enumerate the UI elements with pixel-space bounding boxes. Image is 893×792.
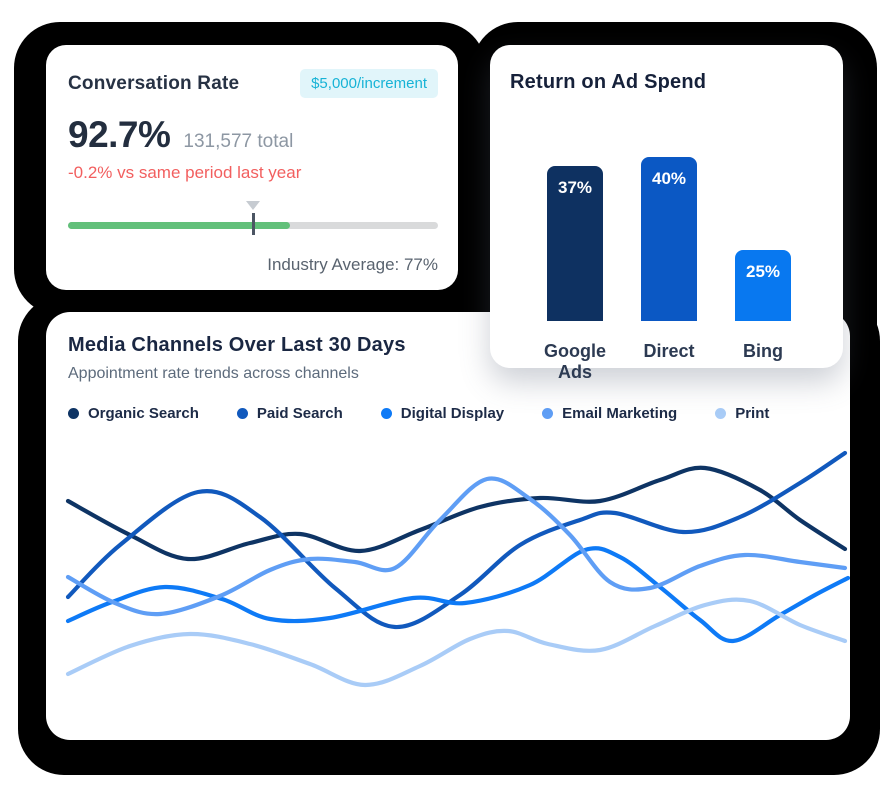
legend-label: Email Marketing <box>562 405 678 422</box>
legend-item-digital-display[interactable]: Digital Display <box>380 405 505 422</box>
line-series-organic-search <box>65 465 848 562</box>
delta-vs-last-year: -0.2% vs same period last year <box>68 163 302 182</box>
line-chart <box>65 450 850 688</box>
conversion-rate-value: 92.7% <box>68 114 171 155</box>
media-card-subtitle: Appointment rate trends across channels <box>68 365 359 382</box>
media-card-title: Media Channels Over Last 30 Days <box>68 334 406 356</box>
conversion-total: 131,577 total <box>183 131 294 152</box>
industry-average-label: Industry Average: 77% <box>267 255 438 274</box>
roas-bar-label: Google Ads <box>544 341 606 382</box>
slider-marker-handle[interactable] <box>252 213 255 235</box>
roas-card: Return on Ad Spend 37% 40% 25% Google Ads D… <box>490 45 843 382</box>
roas-bar-value: 37% <box>557 178 593 197</box>
slider-fill <box>68 222 290 229</box>
legend-label: Digital Display <box>400 405 505 422</box>
roas-card-title: Return on Ad Spend <box>510 71 707 93</box>
roas-bar-google-ads[interactable]: 37% <box>547 166 603 321</box>
conversion-rate-card: Conversation Rate $5,000/increment 92.7%… <box>46 45 458 290</box>
legend-label: Organic Search <box>88 405 199 422</box>
legend-label: Print <box>735 405 770 422</box>
legend-dot-icon <box>542 408 554 419</box>
roas-bar-label: Bing <box>743 341 783 361</box>
legend-dot-icon <box>380 408 392 419</box>
line-series-email-marketing <box>65 476 848 617</box>
roas-bar-direct[interactable]: 40% <box>641 157 697 321</box>
legend-item-organic-search[interactable]: Organic Search <box>68 405 199 422</box>
roas-bar-bing[interactable]: 25% <box>735 250 791 321</box>
kpi-card-title: Conversation Rate <box>68 72 240 94</box>
legend-label: Paid Search <box>256 405 343 422</box>
increment-badge: $5,000/increment <box>300 69 438 98</box>
rate-slider[interactable] <box>68 201 438 235</box>
legend-dot-icon <box>236 408 248 419</box>
roas-bar-value: 25% <box>745 262 781 281</box>
slider-marker-triangle-icon <box>246 201 260 210</box>
roas-bar-column: 25% <box>716 250 810 321</box>
line-chart-legend: Organic Search Paid Search Digital Display… <box>68 405 850 422</box>
legend-dot-icon <box>715 408 727 419</box>
roas-bar-value: 40% <box>651 169 687 188</box>
roas-bar-column: 40% <box>622 157 716 321</box>
line-series-paid-search <box>65 450 848 630</box>
media-channels-card: Media Channels Over Last 30 Days Appoint… <box>46 312 850 740</box>
roas-bar-chart: 37% 40% 25% <box>528 94 823 321</box>
legend-item-email-marketing[interactable]: Email Marketing <box>542 405 677 422</box>
legend-item-print[interactable]: Print <box>715 405 769 422</box>
line-series-digital-display <box>65 546 850 644</box>
legend-dot-icon <box>68 408 79 419</box>
roas-bar-label: Direct <box>643 341 695 361</box>
roas-bar-labels: Google Ads Direct Bing <box>528 341 823 383</box>
roas-bar-column: 37% <box>528 166 622 321</box>
line-series-print <box>65 597 848 688</box>
legend-item-paid-search[interactable]: Paid Search <box>236 405 343 422</box>
